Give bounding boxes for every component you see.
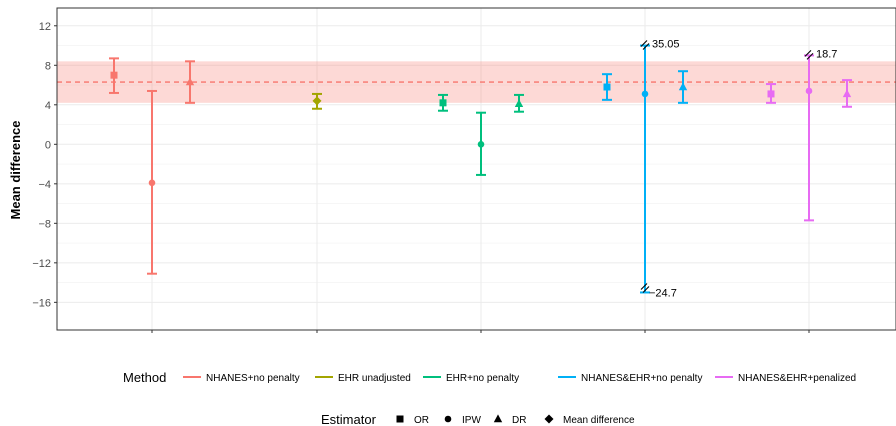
legend-estimator-label: OR	[414, 415, 429, 426]
legend-estimator-title: Estimator	[321, 412, 377, 426]
error-bar	[766, 83, 776, 104]
legend-estimator-label: IPW	[462, 415, 481, 426]
error-bar	[804, 54, 814, 222]
legend-estimator-label: DR	[512, 415, 526, 426]
data-point	[842, 89, 852, 98]
error-bar	[640, 44, 650, 294]
data-point	[678, 82, 688, 91]
data-point	[148, 179, 156, 187]
annotation-upper: 35.05	[652, 39, 680, 51]
data-point	[603, 83, 611, 91]
data-point	[110, 71, 118, 79]
error-bar	[147, 89, 157, 275]
y-tick-label: −12	[32, 258, 51, 270]
legend-method-label: EHR+no penalty	[446, 373, 519, 384]
legend-estimator-key	[396, 415, 404, 423]
legend-estimator-key	[444, 415, 452, 423]
error-bar	[602, 73, 612, 101]
panel-background	[57, 8, 896, 330]
error-bar	[109, 57, 119, 94]
y-tick-label: −8	[38, 218, 51, 230]
annotation-lower: −24.7	[649, 287, 677, 299]
axis-break-mark-lower	[640, 283, 650, 293]
data-point	[477, 141, 485, 148]
legend-estimator-label: Mean difference	[563, 415, 635, 426]
y-tick-label: 12	[39, 21, 51, 33]
annotations: 35.05 −24.7 18.7	[640, 39, 837, 299]
legend-estimator: Estimator OR IPW DR Mean difference	[321, 412, 635, 426]
legend-method-label: EHR unadjusted	[338, 373, 411, 384]
axis-break-mark-upper	[804, 50, 814, 60]
legend-method-label: NHANES+no penalty	[206, 373, 300, 384]
panel-border	[56, 7, 896, 331]
annotation-upper: 18.7	[816, 48, 837, 60]
error-bar	[678, 70, 688, 104]
axis-break-mark-upper	[640, 40, 650, 50]
data-point	[514, 99, 524, 108]
error-bar	[514, 93, 524, 113]
data-point	[805, 87, 813, 95]
error-bar	[185, 60, 195, 104]
data-point	[439, 99, 447, 107]
legend-method-label: NHANES&EHR+no penalty	[581, 373, 702, 384]
error-bar	[438, 93, 448, 112]
error-bar	[312, 92, 322, 110]
y-tick-label: 0	[45, 139, 51, 151]
error-bar	[842, 79, 852, 108]
data-point	[185, 77, 195, 86]
data-point	[641, 90, 649, 98]
y-tick-label: −4	[38, 179, 51, 191]
data-point	[312, 96, 322, 106]
legend-method-title: Method	[123, 370, 166, 385]
error-bar	[476, 111, 486, 176]
y-tick-label: 8	[45, 60, 51, 72]
y-tick-label: 4	[45, 100, 51, 112]
legend-estimator-key	[544, 414, 554, 424]
legend-estimator-key	[493, 414, 503, 423]
legend-method: Method NHANES+no penalty EHR unadjusted EHR…	[123, 370, 856, 385]
plot-area: 12 8 4 0 −4 −8 −12 −16	[32, 7, 896, 333]
y-axis-title: Mean difference	[8, 121, 23, 220]
legend-method-label: NHANES&EHR+penalized	[738, 373, 856, 384]
data-point	[767, 90, 775, 98]
y-tick-label: −16	[32, 297, 51, 309]
